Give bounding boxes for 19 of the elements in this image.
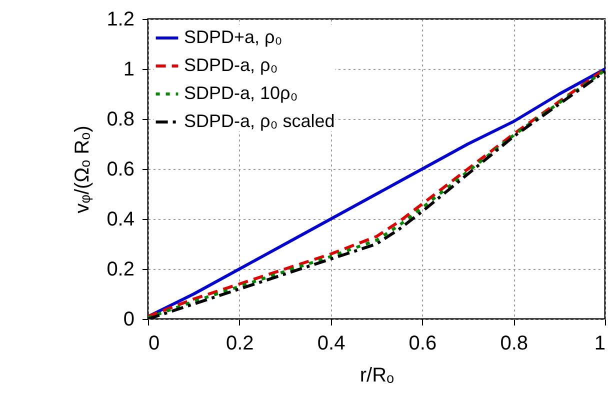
legend-label: SDPD-a, ρ₀ scaled (184, 111, 335, 131)
y-tick-label: 0.2 (106, 258, 134, 280)
y-tick-label: 0.6 (106, 158, 134, 180)
y-tick-label: 1.2 (106, 8, 134, 30)
y-axis-title: vᵩ/(Ωₒ Rₒ) (72, 126, 94, 214)
x-tick-label: 1 (594, 332, 606, 354)
x-axis-title: r/Rₒ (360, 364, 394, 386)
y-tick-label: 0 (123, 308, 134, 330)
x-tick-label: 0.4 (317, 332, 346, 354)
legend-label: SDPD-a, ρ₀ (184, 55, 278, 75)
x-tick-label: 0.8 (500, 332, 528, 354)
y-tick-label: 1 (123, 58, 134, 80)
y-tick-label: 0.8 (106, 108, 134, 130)
legend-label: SDPD-a, 10ρ₀ (184, 83, 298, 103)
x-tick-label: 0 (148, 332, 160, 354)
x-tick-label: 0.2 (226, 332, 254, 354)
y-tick-label: 0.4 (106, 208, 134, 230)
x-tick-label: 0.6 (408, 332, 437, 354)
legend-label: SDPD+a, ρ₀ (184, 27, 282, 47)
